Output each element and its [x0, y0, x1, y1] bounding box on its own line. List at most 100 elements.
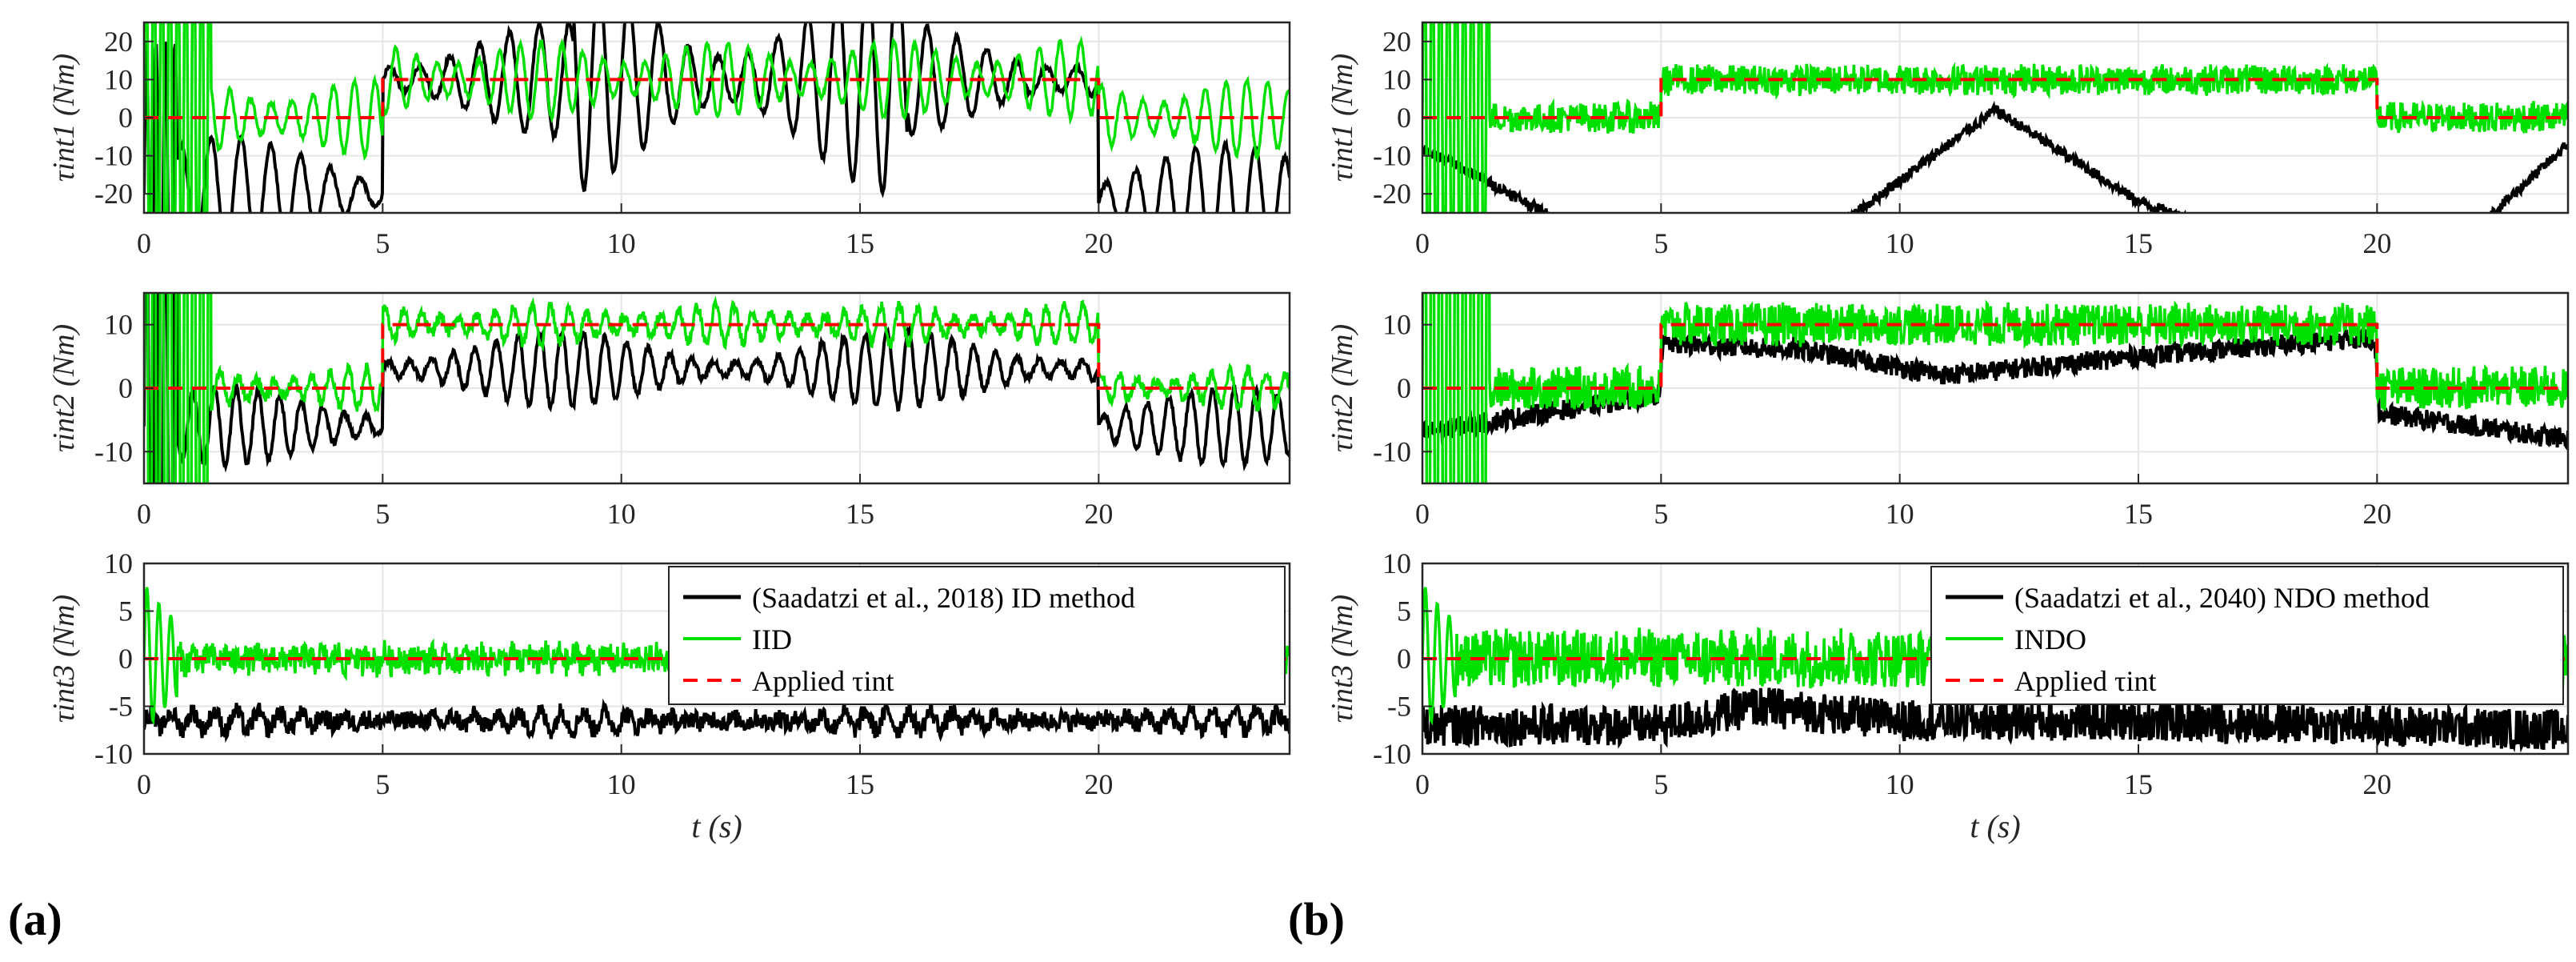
y-tick-label: -20: [1373, 178, 1411, 210]
y-tick-label: -10: [1373, 435, 1411, 467]
x-tick-label: 10: [1886, 768, 1914, 800]
series-group: [144, 22, 1290, 213]
y-tick-label: 20: [104, 26, 133, 58]
y-tick-label: 10: [1382, 547, 1411, 579]
series-improved: [144, 22, 1290, 213]
x-axis-label: t (s): [691, 808, 742, 844]
y-tick-label: 0: [118, 643, 133, 675]
y-tick-label: -20: [94, 178, 133, 210]
y-axis-label: τint2 (Nm): [47, 324, 81, 452]
x-tick-label: 0: [137, 227, 151, 259]
y-tick-label: -5: [1387, 691, 1411, 723]
y-axis-label: τint2 (Nm): [1326, 324, 1359, 452]
legend-label: IID: [752, 623, 792, 655]
chart-b-row3: 0 5 10 15 20 -10 -5 0 5 10 τint3 (Nm) t (s) (Saadatz…: [1326, 547, 2570, 844]
x-tick-label: 15: [846, 227, 874, 259]
x-tick-label: 20: [1084, 227, 1113, 259]
x-tick-label: 10: [607, 498, 636, 530]
y-tick-label: 5: [1397, 595, 1411, 627]
x-tick-label: 0: [137, 768, 151, 800]
x-tick-label: 15: [2124, 768, 2153, 800]
y-tick-label: -10: [94, 435, 133, 467]
panel-label-b: (b): [1288, 893, 1345, 945]
series-applied: [144, 323, 1290, 390]
series-group: [1422, 22, 2568, 213]
series-baseline: [1422, 100, 2568, 213]
x-tick-label: 0: [137, 498, 151, 530]
chart-b-row1: 0 5 10 15 20 -20 -10 0 10 20 τint1 (Nm): [1326, 21, 2570, 259]
x-tick-label: 15: [846, 498, 874, 530]
y-tick-label: -5: [109, 691, 133, 723]
y-axis-label: τint1 (Nm): [47, 54, 81, 182]
y-tick-label: -10: [94, 738, 133, 770]
series-improved: [1422, 22, 2568, 213]
y-tick-label: 10: [104, 63, 133, 95]
series-improved: [1422, 293, 2568, 483]
x-tick-label: 10: [607, 227, 636, 259]
x-tick-label: 0: [1415, 227, 1430, 259]
legend-label: (Saadatzi et al., 2018) ID method: [752, 582, 1135, 614]
y-tick-label: -10: [94, 140, 133, 172]
x-tick-label: 20: [2362, 498, 2391, 530]
legend-label: Applied τint: [752, 665, 894, 697]
panel-label-a: (a): [8, 893, 62, 945]
series-baseline: [144, 22, 1290, 213]
x-tick-label: 10: [607, 768, 636, 800]
y-tick-label: 10: [1382, 63, 1411, 95]
y-axis-label: τint1 (Nm): [1326, 54, 1359, 182]
series-baseline: [144, 293, 1290, 483]
x-tick-label: 20: [2362, 768, 2391, 800]
legend: (Saadatzi et al., 2040) NDO method INDO Ap…: [1930, 566, 2564, 705]
x-tick-label: 10: [1886, 498, 1914, 530]
x-tick-label: 20: [1084, 768, 1113, 800]
y-tick-label: 0: [1397, 102, 1411, 134]
x-tick-label: 5: [375, 498, 390, 530]
series-group: [144, 293, 1290, 483]
x-tick-label: 10: [1886, 227, 1914, 259]
y-tick-label: 10: [104, 309, 133, 341]
y-tick-label: 0: [1397, 372, 1411, 404]
legend-label: Applied τint: [2014, 665, 2156, 697]
series-applied: [144, 78, 1290, 119]
x-tick-label: 5: [375, 227, 390, 259]
legend: (Saadatzi et al., 2018) ID method IID Appl…: [668, 566, 1286, 705]
y-tick-label: -10: [1373, 738, 1411, 770]
y-tick-label: 5: [118, 595, 133, 627]
x-tick-label: 0: [1415, 768, 1430, 800]
y-tick-label: 0: [118, 372, 133, 404]
x-tick-label: 20: [2362, 227, 2391, 259]
x-tick-label: 15: [2124, 227, 2153, 259]
y-tick-label: -10: [1373, 140, 1411, 172]
legend-box: [668, 566, 1286, 705]
x-axis-label: t (s): [1970, 808, 2020, 844]
y-tick-label: 10: [1382, 309, 1411, 341]
x-tick-label: 5: [1654, 227, 1668, 259]
x-tick-label: 0: [1415, 498, 1430, 530]
series-baseline: [1422, 687, 2568, 753]
legend-box: [1930, 566, 2564, 705]
y-tick-label: 20: [1382, 26, 1411, 58]
series-group: [1422, 293, 2568, 483]
chart-a-row3: 0 5 10 15 20 -10 -5 0 5 10 τint3 (Nm) t (s) (Saadatz…: [47, 547, 1291, 844]
series-applied: [1422, 78, 2568, 119]
x-tick-label: 20: [1084, 498, 1113, 530]
legend-label: (Saadatzi et al., 2040) NDO method: [2014, 582, 2430, 614]
y-axis-label: τint3 (Nm): [47, 595, 81, 723]
y-axis-label: τint3 (Nm): [1326, 595, 1359, 723]
y-tick-label: 10: [104, 547, 133, 579]
legend-label: INDO: [2014, 623, 2086, 655]
x-tick-label: 15: [2124, 498, 2153, 530]
series-applied: [1422, 323, 2568, 390]
x-tick-label: 5: [375, 768, 390, 800]
chart-a-row1: 0 5 10 15 20 -20 -10 0 10 20 τint1 (Nm): [47, 21, 1291, 259]
x-tick-label: 5: [1654, 768, 1668, 800]
x-tick-label: 15: [846, 768, 874, 800]
series-baseline: [144, 698, 1290, 744]
x-tick-label: 5: [1654, 498, 1668, 530]
y-tick-label: 0: [1397, 643, 1411, 675]
y-tick-label: 0: [118, 102, 133, 134]
